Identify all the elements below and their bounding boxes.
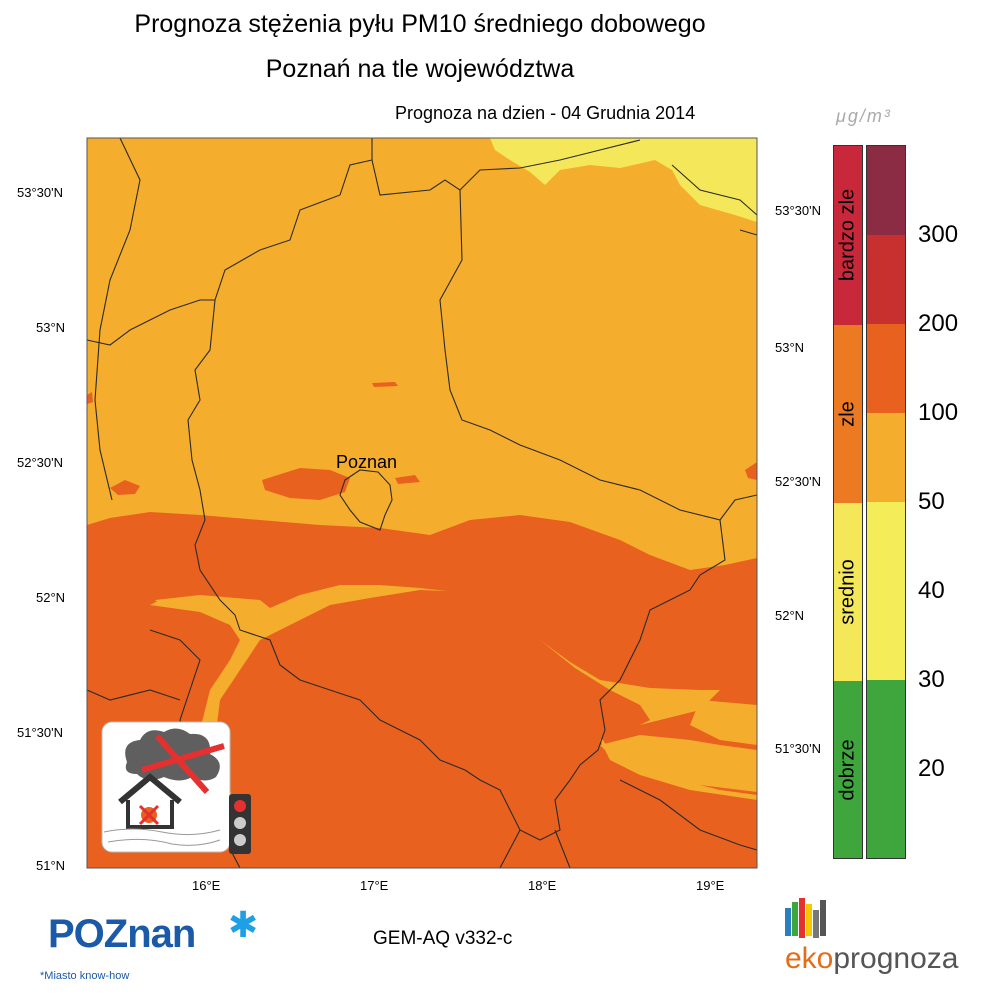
- dark-patch-6: [745, 462, 757, 480]
- ekoprognoza-bars-icon: [785, 898, 826, 938]
- province-border-e: [719, 494, 758, 521]
- dark-patch-2: [110, 480, 140, 495]
- lon-label: 18°E: [528, 878, 557, 893]
- lon-label: 16°E: [192, 878, 221, 893]
- lon-label: 17°E: [360, 878, 389, 893]
- country-border-west: [94, 137, 141, 501]
- province-border-ne: [671, 164, 758, 236]
- lat-label-left: 53°30'N: [17, 185, 63, 200]
- legend-category-label: srednio: [836, 559, 859, 625]
- legend-category-label: dobrze: [836, 739, 859, 801]
- legend-level: [866, 769, 906, 859]
- legend-category-srednio: srednio: [833, 503, 863, 681]
- dark-patch-5: [395, 475, 420, 484]
- dark-patch-7: [87, 392, 93, 404]
- legend-level: [866, 413, 906, 502]
- poznan-city-border: [339, 469, 393, 531]
- legend-category-dobrze: dobrze: [833, 681, 863, 859]
- province-border-sw2: [86, 689, 181, 701]
- legend-tick: 300: [918, 221, 959, 248]
- ekoprognoza-logo-part1: eko: [785, 942, 834, 975]
- legend-category-bardzo-zle: bardzo zle: [833, 145, 863, 325]
- legend-unit: μg/m³: [836, 106, 892, 126]
- legend-level: [866, 145, 906, 235]
- province-border-n: [371, 138, 641, 191]
- lat-label-right: 52°N: [775, 608, 805, 623]
- poznan-logo-text: POZnan: [48, 912, 196, 956]
- chart-subtitle: Poznań na tle województwa: [265, 55, 575, 83]
- legend-tick: 200: [918, 310, 959, 337]
- voivodeship-border: [187, 159, 726, 841]
- legend-tick: 50: [918, 488, 945, 515]
- dark-patch-4: [372, 382, 398, 387]
- province-border-se: [619, 779, 758, 851]
- light-island-1: [155, 595, 275, 614]
- legend-tick: 40: [918, 577, 945, 604]
- forecast-date: Prognoza na dzien - 04 Grudnia 2014: [395, 103, 696, 123]
- legend-category-zle: zle: [833, 325, 863, 503]
- lat-label-right: 53°N: [775, 340, 805, 355]
- dark-patch-1: [262, 468, 350, 500]
- ekoprognoza-logo: ekoprognoza: [785, 942, 958, 976]
- province-border-nw: [86, 299, 215, 346]
- legend-level: [866, 235, 906, 324]
- light-island-2: [600, 735, 757, 792]
- yellow-zone: [490, 138, 757, 222]
- lat-label-left: 51°N: [36, 858, 66, 873]
- legend-tick: 30: [918, 666, 945, 693]
- legend-category-label: bardzo zle: [836, 188, 859, 282]
- map-frame: [86, 137, 758, 869]
- lon-label: 19°E: [696, 878, 725, 893]
- legend-level: [866, 680, 906, 769]
- legend-category-label: zle: [836, 401, 859, 427]
- province-border-s: [499, 829, 571, 869]
- dark-zone-c: [215, 590, 757, 868]
- legend-level: [866, 502, 906, 591]
- ekoprognoza-logo-part2: prognoza: [833, 942, 959, 975]
- poznan-tagline: *Miasto know-how: [40, 970, 130, 982]
- chart-title: Prognoza stężenia pyłu PM10 średniego do…: [134, 10, 706, 38]
- dark-patch-3: [365, 536, 420, 553]
- lat-label-left: 53°N: [36, 320, 66, 335]
- light-island-3: [690, 700, 757, 745]
- legend-tick: 20: [918, 755, 945, 782]
- lat-label-left: 52°30'N: [17, 455, 63, 470]
- lat-label-right: 53°30'N: [775, 203, 821, 218]
- legend-tick: 100: [918, 399, 959, 426]
- lat-label-left: 52°N: [36, 590, 66, 605]
- model-version: GEM-AQ v332-c: [373, 928, 513, 949]
- lat-label-right: 51°30'N: [775, 741, 821, 756]
- legend-level: [866, 591, 906, 680]
- legend-level: [866, 324, 906, 413]
- lat-label-right: 52°30'N: [775, 474, 821, 489]
- lat-label-left: 51°30'N: [17, 725, 63, 740]
- city-label-poznan: Poznan: [336, 452, 397, 472]
- poznan-logo: POZnan ✱: [48, 904, 258, 957]
- smog-warning-icon: [101, 721, 251, 854]
- asterisk-icon: ✱: [228, 904, 259, 945]
